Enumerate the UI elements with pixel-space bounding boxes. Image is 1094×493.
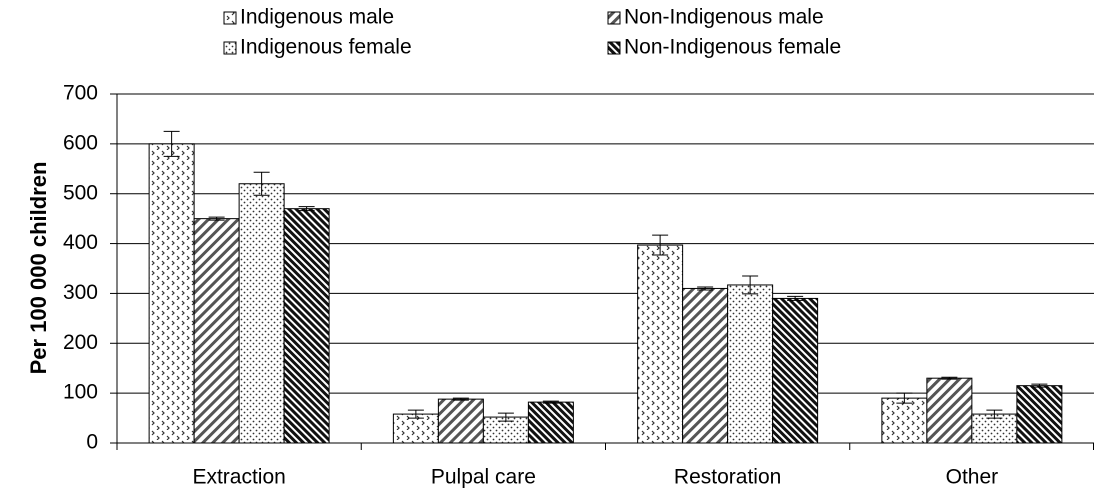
error-bar xyxy=(497,412,514,422)
legend-label: Non-Indigenous male xyxy=(624,6,824,29)
y-tick-label: 700 xyxy=(63,82,98,105)
y-tick-label: 200 xyxy=(63,331,98,354)
x-tick-label: Restoration xyxy=(674,466,781,489)
bar xyxy=(527,401,574,444)
y-tick-label: 600 xyxy=(63,131,98,154)
error-bar xyxy=(163,130,180,157)
bar xyxy=(727,284,774,444)
bar xyxy=(637,244,684,444)
legend-label: Indigenous male xyxy=(240,6,394,29)
legend-swatch xyxy=(607,11,621,25)
y-tick-label: 300 xyxy=(63,281,98,304)
y-tick-label: 400 xyxy=(63,231,98,254)
error-bar xyxy=(407,409,424,419)
error-bar xyxy=(652,234,669,256)
bar xyxy=(926,377,973,444)
bar xyxy=(148,143,195,444)
error-bar xyxy=(896,392,913,404)
bar xyxy=(193,218,240,444)
bar xyxy=(238,183,285,444)
legend-swatch xyxy=(223,41,237,55)
y-tick-label: 0 xyxy=(86,431,98,454)
bar xyxy=(971,413,1018,444)
error-bar xyxy=(941,376,958,380)
error-bar xyxy=(986,409,1003,419)
error-bar xyxy=(787,295,804,301)
bar xyxy=(437,398,484,444)
error-bar xyxy=(742,275,759,295)
y-axis-label: Per 100 000 children xyxy=(26,162,51,375)
legend-swatch xyxy=(607,41,621,55)
error-bar xyxy=(298,206,315,212)
legend-label: Non-Indigenous female xyxy=(624,36,841,59)
bar xyxy=(772,297,819,444)
error-bar xyxy=(452,397,469,401)
error-bar xyxy=(1031,383,1048,388)
legend-label: Indigenous female xyxy=(240,36,412,59)
error-bar xyxy=(697,286,714,291)
error-bar xyxy=(542,400,559,404)
x-tick-label: Other xyxy=(946,466,999,489)
bar xyxy=(682,287,729,444)
y-tick-label: 500 xyxy=(63,181,98,204)
bar xyxy=(1016,385,1063,444)
error-bar xyxy=(208,216,225,221)
error-bar xyxy=(253,171,270,196)
bar xyxy=(881,397,928,444)
x-tick-label: Pulpal care xyxy=(431,466,536,489)
legend-swatch xyxy=(223,11,237,25)
x-tick-label: Extraction xyxy=(192,466,285,489)
bar xyxy=(283,208,330,444)
y-tick-label: 100 xyxy=(63,381,98,404)
